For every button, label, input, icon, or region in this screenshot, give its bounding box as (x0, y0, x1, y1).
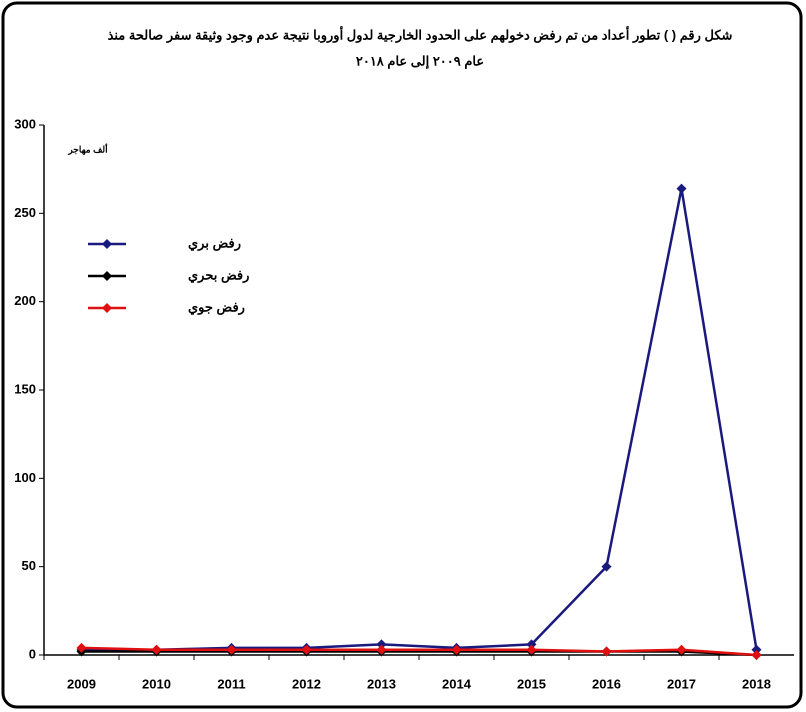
point (751, 650, 762, 660)
x-tick-label: 2009 (67, 676, 96, 691)
x-tick-label: 2018 (742, 676, 771, 691)
point (76, 642, 87, 653)
y-tick-label: 150 (14, 381, 36, 396)
point (451, 644, 462, 655)
legend-label: رفض بري (188, 235, 241, 251)
point (601, 646, 612, 657)
legend-marker (102, 271, 112, 281)
chart-title: شكل رقم ( ) تطور أعداد من تم رفض دخولهم … (108, 26, 733, 43)
y-tick-label: 250 (14, 205, 36, 220)
y-tick-label: 0 (29, 646, 36, 661)
x-tick-label: 2015 (517, 676, 546, 691)
x-tick-label: 2011 (217, 676, 245, 691)
x-tick-label: 2013 (367, 676, 396, 691)
chart-title: عام ٢٠٠٩ إلى عام ٢٠١٨ (356, 53, 484, 69)
point (151, 644, 162, 655)
legend-label: رفض جوي (188, 299, 245, 315)
point (676, 183, 687, 194)
point (526, 639, 537, 650)
point (226, 644, 237, 655)
point (676, 644, 687, 655)
legend-label: رفض بحري (188, 267, 249, 283)
point (526, 644, 537, 655)
x-tick-label: 2010 (142, 676, 171, 691)
y-tick-label: 100 (14, 470, 36, 485)
x-tick-label: 2017 (667, 676, 696, 691)
series-line (81, 646, 757, 657)
point (376, 639, 387, 650)
y-tick-label: 50 (22, 558, 36, 573)
x-tick-label: 2012 (292, 676, 321, 691)
point (751, 644, 762, 655)
legend-marker (102, 239, 112, 249)
x-tick-label: 2016 (592, 676, 621, 691)
point (301, 644, 312, 655)
point (601, 561, 612, 572)
point (376, 644, 387, 655)
y-tick-label: 300 (14, 116, 36, 131)
legend-marker (102, 303, 112, 313)
x-tick-label: 2014 (442, 676, 472, 691)
unit-label: ألف مهاجر (67, 142, 108, 155)
y-tick-label: 200 (14, 293, 36, 308)
